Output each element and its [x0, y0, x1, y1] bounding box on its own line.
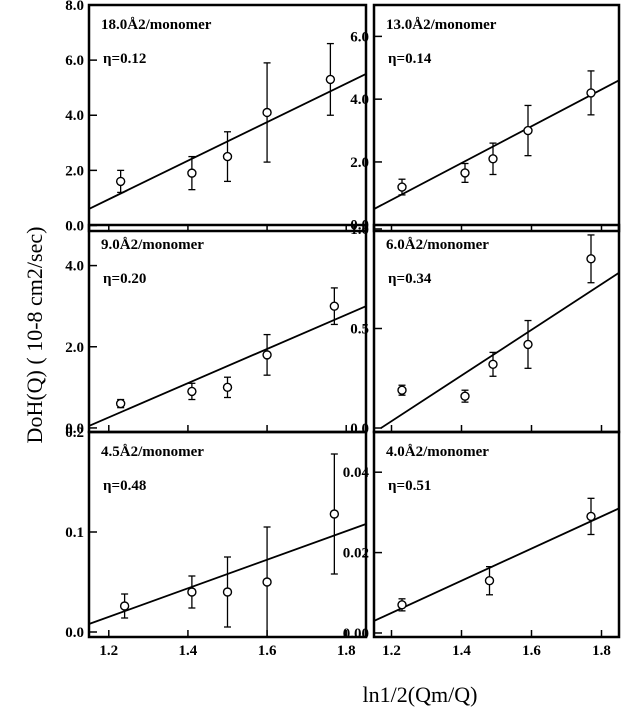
x-tick-label: 1.4 — [452, 643, 471, 659]
panel-title: 6.0Å2/monomer — [386, 237, 489, 253]
data-point — [262, 107, 272, 118]
panel-title: 18.0Å2/monomer — [101, 17, 212, 33]
panel-3: 0.0 2.0 4.0 9.0Å2/monomer η=0.20 — [65, 223, 368, 437]
y-tick-label: 4.0 — [65, 108, 84, 124]
data-point — [222, 587, 233, 597]
panel-1: 0.0 2.0 4.0 6.0 8.0 18.0Å2/monomer η=0.12 — [65, 0, 368, 234]
data-point — [262, 577, 272, 587]
panel-title: 9.0Å2/monomer — [101, 237, 204, 253]
panel-6: 0.00 0.02 0.04 1.2 1.4 1.6 1.8 4.0Å2/monomer η=0… — [343, 430, 621, 659]
y-tick-label: 0.04 — [343, 465, 370, 481]
x-axis-label: ln1/2(Qm/Q) — [363, 682, 478, 707]
data-point — [115, 176, 126, 187]
y-tick-label: 4.0 — [65, 259, 84, 275]
data-point — [488, 154, 498, 164]
fit-line — [373, 79, 620, 210]
data-point — [222, 382, 233, 393]
y-tick-label: 0.00 — [343, 626, 369, 642]
y-tick-label: 0.5 — [350, 322, 369, 338]
y-tick-label: 0.0 — [65, 625, 84, 641]
fit-line — [373, 507, 620, 622]
eta-label: η=0.48 — [103, 478, 146, 494]
data-point — [586, 511, 596, 522]
data-point — [523, 125, 533, 136]
panel-title: 13.0Å2/monomer — [386, 17, 497, 33]
panel-5: 0.0 0.1 0.2 1.2 1.4 1.6 1.8 4.5Å2/monomer η=0.48 — [65, 425, 368, 659]
y-tick-label: 2.0 — [350, 155, 369, 171]
data-point — [187, 587, 197, 597]
x-tick-label: 1.8 — [592, 643, 611, 659]
fit-line — [380, 272, 620, 429]
y-tick-label: 6.0 — [350, 29, 369, 45]
data-point — [187, 168, 197, 178]
data-point — [187, 386, 197, 397]
panel-frame — [87, 223, 368, 434]
panel-frame — [372, 3, 621, 233]
data-point — [119, 601, 130, 611]
eta-label: η=0.51 — [388, 478, 431, 494]
panel-title: 4.5Å2/monomer — [101, 444, 204, 460]
data-point — [397, 182, 407, 192]
panel-frame — [372, 223, 621, 434]
y-tick-label: 0.0 — [65, 218, 84, 234]
x-tick-label: 1.4 — [179, 643, 198, 659]
x-tick-label: 1.8 — [337, 643, 356, 659]
eta-label: η=0.12 — [103, 51, 146, 67]
panel-title: 4.0Å2/monomer — [386, 444, 489, 460]
y-axis-label: DoH(Q) ( 10-8 cm2/sec) — [22, 227, 47, 444]
data-point — [586, 254, 596, 264]
data-point — [484, 576, 495, 586]
data-point — [586, 88, 596, 98]
panel-frame — [372, 430, 621, 639]
y-tick-label: 0.02 — [343, 546, 369, 562]
data-point — [397, 600, 407, 610]
data-point — [460, 168, 470, 178]
y-tick-label: 0.0 — [65, 421, 84, 437]
x-tick-label: 1.6 — [522, 643, 541, 659]
y-tick-label: 0.2 — [65, 425, 84, 441]
fit-line — [88, 305, 367, 427]
data-point — [222, 151, 233, 162]
y-tick-label: 4.0 — [350, 92, 369, 108]
data-point — [115, 398, 126, 409]
eta-label: η=0.34 — [388, 271, 432, 287]
y-tick-label: 6.0 — [65, 53, 84, 69]
x-tick-label: 1.2 — [99, 643, 118, 659]
data-point — [397, 385, 407, 395]
panel-frame — [87, 430, 368, 639]
data-point — [460, 391, 470, 401]
y-tick-label: 2.0 — [65, 163, 84, 179]
panels-group: 0.0 2.0 4.0 6.0 8.0 18.0Å2/monomer η=0.12 0.0 2.… — [65, 0, 621, 659]
y-tick-label: 2.0 — [65, 340, 84, 356]
y-tick-label: 1.0 — [350, 222, 369, 238]
data-point — [329, 301, 340, 311]
data-point — [329, 509, 340, 519]
data-point — [262, 350, 272, 360]
x-tick-label: 1.2 — [382, 643, 401, 659]
data-point — [523, 339, 533, 350]
data-point — [325, 74, 336, 85]
eta-label: η=0.20 — [103, 271, 146, 287]
panel-frame — [87, 3, 368, 233]
y-tick-label: 8.0 — [65, 0, 84, 14]
eta-label: η=0.14 — [388, 51, 432, 67]
y-tick-label: 0.1 — [65, 525, 84, 541]
x-tick-label: 1.6 — [258, 643, 277, 659]
data-point — [488, 359, 498, 370]
